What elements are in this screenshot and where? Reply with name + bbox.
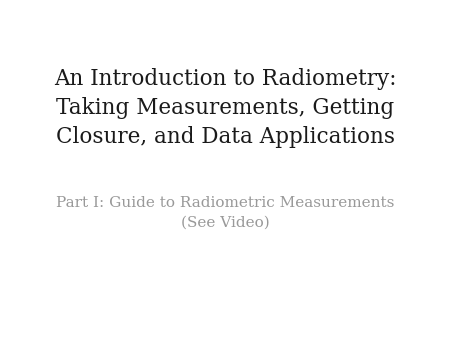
Text: Part I: Guide to Radiometric Measurements
(See Video): Part I: Guide to Radiometric Measurement… (56, 196, 394, 230)
Text: An Introduction to Radiometry:
Taking Measurements, Getting
Closure, and Data Ap: An Introduction to Radiometry: Taking Me… (54, 68, 396, 148)
